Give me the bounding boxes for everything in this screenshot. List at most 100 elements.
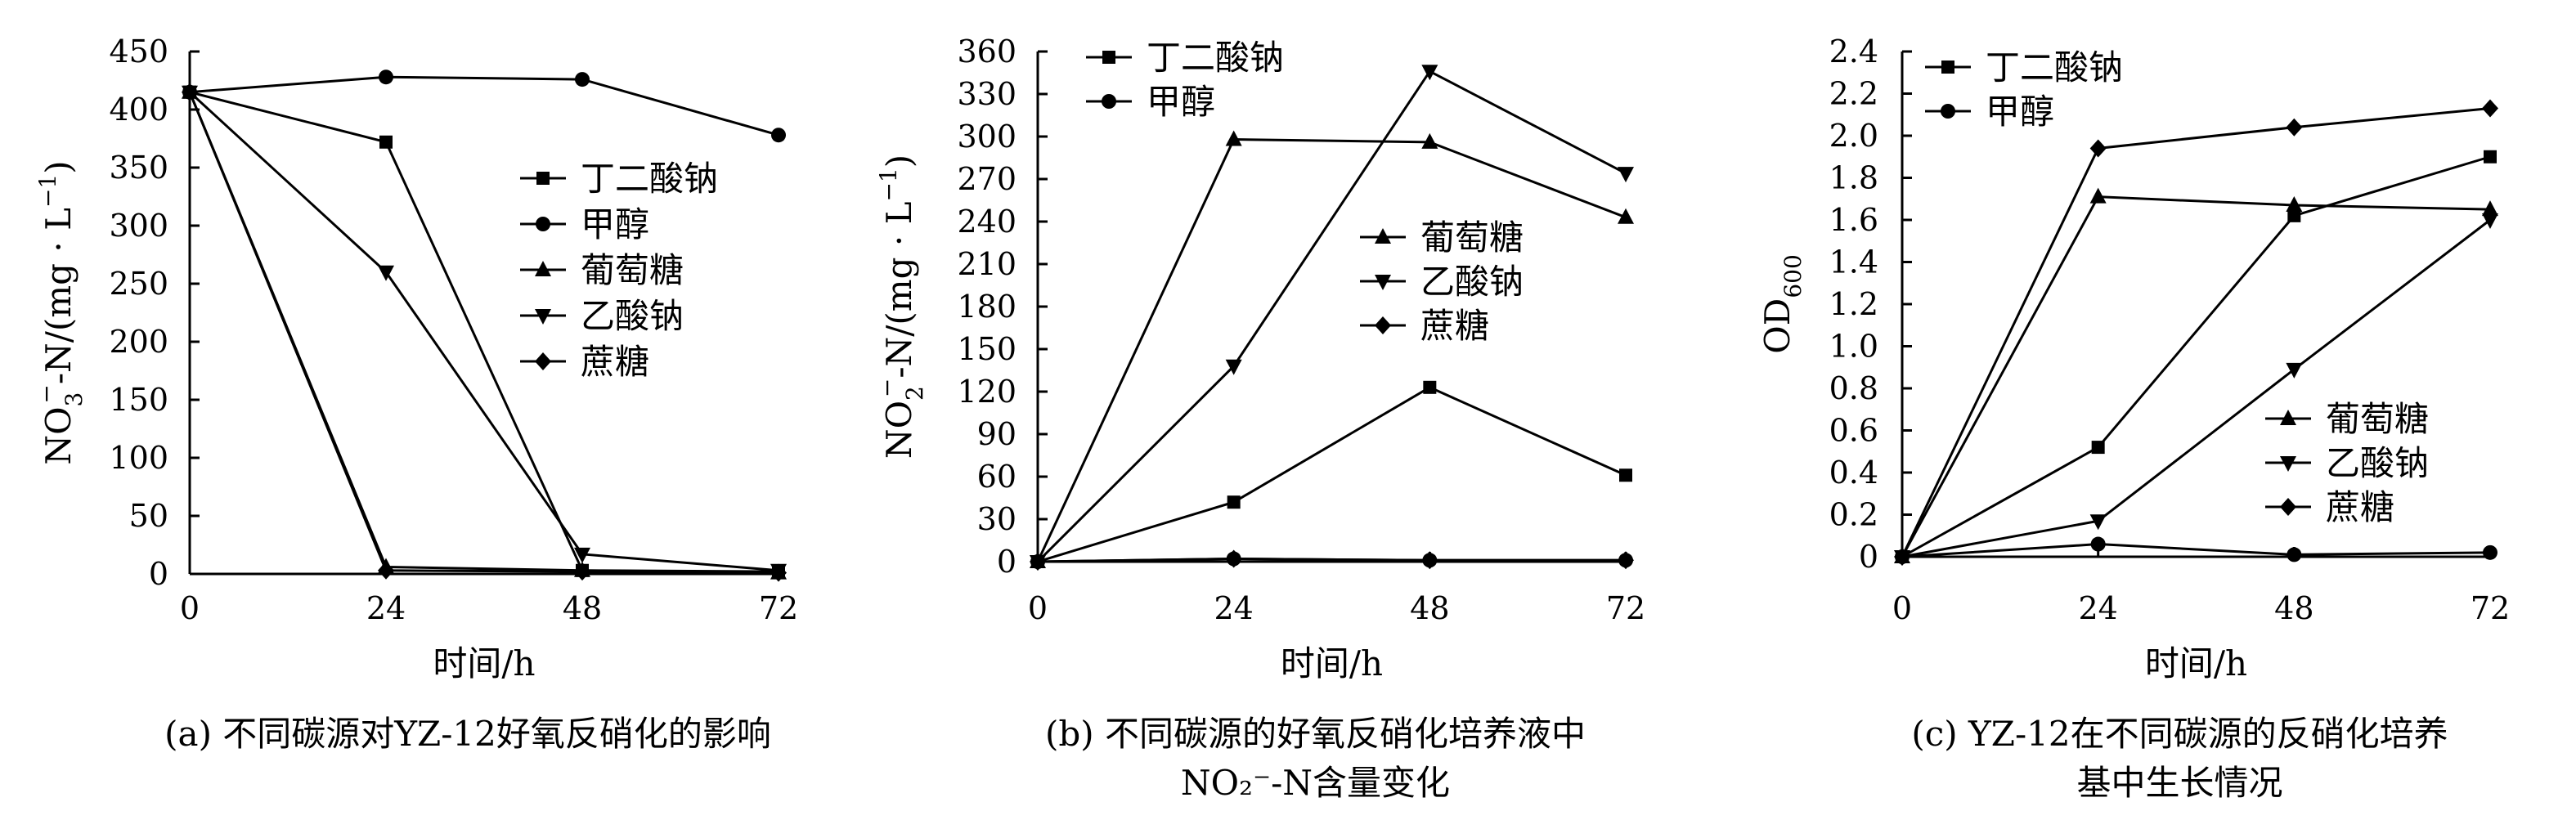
legend-marker-triangle-up (1375, 228, 1391, 244)
legend-label: 乙酸钠 (1420, 262, 1524, 302)
series-line (1036, 137, 1627, 562)
y-axis-title-sup: − (873, 379, 900, 397)
x-tick-label: 24 (1214, 590, 1253, 626)
y-tick-label: 100 (109, 440, 168, 476)
x-tick-label: 72 (1606, 590, 1645, 626)
y-tick-label: 1.2 (1829, 286, 1878, 322)
y-tick-label: 0.4 (1829, 455, 1878, 491)
data-point-square (2484, 150, 2497, 164)
series-triangle-down (1894, 213, 2498, 566)
series-square (1031, 380, 1632, 568)
y-tick-label: 150 (109, 382, 168, 418)
chart-caption: NO₂⁻-N含量变化 (1181, 763, 1450, 803)
legend-marker-square (536, 172, 550, 185)
series-square (1896, 150, 2497, 563)
y-tick-label: 150 (957, 331, 1016, 367)
data-point-triangle-down (2089, 514, 2107, 531)
y-axis-title-sup: − (33, 384, 60, 403)
legend-label: 丁二酸钠 (1147, 38, 1284, 78)
data-point-diamond (1618, 551, 1634, 570)
y-tick-label: 2.2 (1829, 76, 1878, 112)
x-tick-label: 24 (2078, 590, 2117, 626)
chart-panel-c: 0 0.2 0.4 0.6 0.8 1.0 1.2 1.4 1.6 1.8 2.0 2.2 2.4 0 24… (1757, 34, 2510, 803)
legend-marker-diamond (535, 352, 551, 370)
chart-panel-a: 0 50 100 150 200 250 300 350 400 450 0 24 48 72 时间/h NO… (33, 34, 798, 754)
data-point-square (2287, 208, 2301, 222)
x-tick-label: 0 (1028, 590, 1048, 626)
data-point-triangle-down (574, 547, 590, 563)
y-tick-label: 0 (997, 544, 1016, 580)
y-tick-label: 360 (957, 34, 1016, 69)
y-tick-label: 50 (129, 498, 168, 534)
y-tick-label: 0 (1859, 539, 1878, 575)
series-diamond (182, 83, 787, 582)
chart-caption: (a) 不同碳源对YZ-12好氧反硝化的影响 (164, 714, 771, 754)
series-line (188, 91, 779, 572)
y-axis-title-sub: 2 (901, 386, 928, 401)
series-line (1901, 218, 2491, 558)
legend-label: 丁二酸钠 (1986, 47, 2123, 87)
y-axis-title-pre: OD (1757, 298, 1797, 354)
data-point-diamond (2482, 99, 2498, 118)
data-point-circle (2287, 547, 2302, 562)
chart-caption: (c) YZ-12在不同碳源的反硝化培养 (1911, 714, 2448, 754)
legend-label: 甲醇 (1986, 92, 2054, 132)
y-axis-title-post: -N/(mg · L (879, 202, 919, 379)
data-point-triangle-up (2482, 200, 2498, 217)
legend-marker-square (1941, 60, 1954, 74)
y-tick-label: 0.6 (1829, 413, 1878, 449)
data-point-square (1423, 380, 1437, 394)
y-tick-label: 0.8 (1829, 370, 1878, 406)
y-tick-label: 450 (109, 34, 168, 69)
series-line (1901, 107, 2491, 558)
legend-marker-triangle-up (535, 261, 551, 276)
data-point-diamond (574, 562, 590, 581)
data-point-triangle-down (378, 265, 394, 281)
x-tick-label: 0 (180, 590, 200, 626)
y-tick-label: 330 (957, 76, 1016, 112)
series-line (1036, 69, 1627, 563)
y-tick-label: 300 (957, 119, 1016, 155)
data-point-diamond (1030, 553, 1046, 571)
data-point-square (2091, 441, 2105, 455)
data-point-diamond (182, 83, 198, 101)
x-tick-label: 72 (759, 590, 798, 626)
x-axis-title: 时间/h (2145, 643, 2247, 683)
legend-label: 蔗糖 (2326, 487, 2394, 527)
y-axis-title: NO3−-N/(mg · L−1) (33, 160, 88, 464)
legend-label: 丁二酸钠 (581, 159, 718, 199)
y-axis-title-sup2: −1 (875, 168, 902, 201)
legend-marker-triangle-down (1375, 275, 1391, 290)
legend-label: 乙酸钠 (581, 296, 684, 336)
data-point-circle (379, 69, 393, 85)
data-point-triangle-up (2286, 195, 2303, 212)
x-tick-label: 0 (1892, 590, 1912, 626)
data-point-triangle-up (1225, 130, 1242, 146)
x-axis-title: 时间/h (433, 643, 535, 683)
y-tick-label: 1.0 (1829, 329, 1878, 365)
data-point-triangle-up (2089, 187, 2107, 204)
y-tick-label: 90 (977, 416, 1016, 452)
data-point-diamond (2089, 139, 2107, 158)
y-tick-label: 2.4 (1829, 34, 1878, 69)
x-tick-label: 48 (2274, 590, 2313, 626)
series-triangle-up (182, 83, 787, 580)
series-line (1037, 386, 1627, 563)
legend-marker-diamond (1375, 316, 1391, 334)
y-tick-label: 1.4 (1829, 244, 1878, 280)
data-point-triangle-down (1225, 359, 1242, 375)
legend-label: 葡萄糖 (581, 250, 684, 290)
chart-panel-b: 0 30 60 90 120 150 180 210 240 270 300 330 360 0 24 48 7… (873, 34, 1645, 803)
legend-label: 蔗糖 (581, 342, 649, 382)
legend-marker-triangle-up (2280, 410, 2296, 425)
data-point-circle (2483, 544, 2497, 560)
y-axis-title-post: -N/(mg · L (38, 208, 79, 384)
data-point-diamond (1421, 551, 1438, 570)
data-point-circle (771, 128, 786, 143)
y-axis-title-end: ) (879, 155, 919, 168)
